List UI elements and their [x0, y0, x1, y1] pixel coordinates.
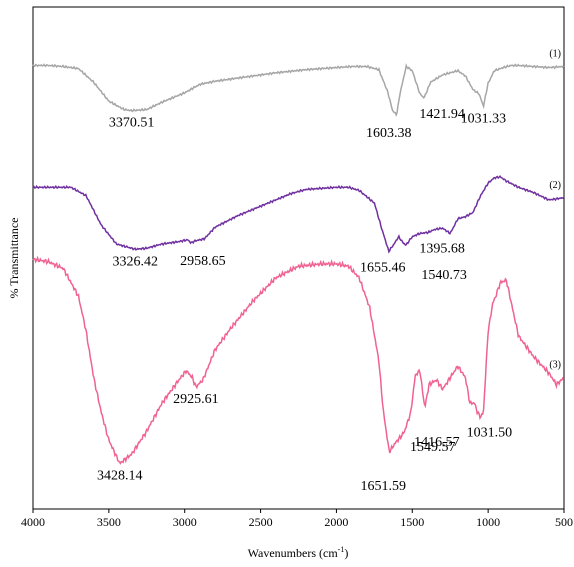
peak-label: 1395.68 — [419, 241, 465, 256]
series-layer — [32, 63, 565, 465]
x-tick-label: 1500 — [400, 515, 424, 529]
peak-label: 1603.38 — [366, 126, 412, 141]
x-axis-title-main: Wavenumbers (cm — [248, 546, 339, 560]
x-tick-label: 4000 — [21, 515, 45, 529]
series-tag-2: (2) — [549, 180, 561, 191]
x-tick-label: 1000 — [476, 515, 500, 529]
peak-label: 1549.57 — [410, 440, 456, 455]
peak-label: 1655.46 — [360, 260, 406, 275]
peak-label: 1540.73 — [421, 268, 467, 283]
x-tick-label: 2000 — [324, 515, 348, 529]
x-axis-title-end: ) — [344, 546, 348, 560]
y-axis-title: % Transmittance — [7, 218, 21, 299]
series-line-1 — [32, 63, 565, 117]
x-axis-ticks: 4000 3500 3000 2500 2000 1500 1000 500 — [21, 509, 573, 529]
series-tags: (1) (2) (3) — [549, 49, 561, 371]
peak-label: 2925.61 — [173, 392, 219, 407]
peak-label: 2958.65 — [180, 254, 226, 269]
x-tick-label: 3500 — [97, 515, 121, 529]
x-axis-title: Wavenumbers (cm-1) — [248, 545, 349, 560]
series-tag-3: (3) — [549, 360, 561, 371]
series-tag-1: (1) — [549, 49, 561, 60]
series-line-2 — [32, 175, 565, 254]
plot-frame — [32, 6, 565, 510]
x-tick-label: 500 — [555, 515, 573, 529]
peak-label: 3326.42 — [113, 254, 159, 269]
series-line-3 — [32, 255, 565, 465]
x-axis-title-sup: -1 — [338, 545, 345, 554]
x-tick-label: 2500 — [249, 515, 273, 529]
peak-label: 1651.59 — [360, 479, 406, 494]
peak-label: 1421.94 — [419, 107, 465, 122]
peak-label: 1031.33 — [461, 111, 507, 126]
peak-label: 1416.57 — [414, 435, 460, 450]
peak-label: 3428.14 — [97, 468, 143, 483]
x-tick-label: 3000 — [173, 515, 197, 529]
peak-label: 1031.50 — [467, 425, 513, 440]
peak-label: 3370.51 — [109, 116, 155, 131]
